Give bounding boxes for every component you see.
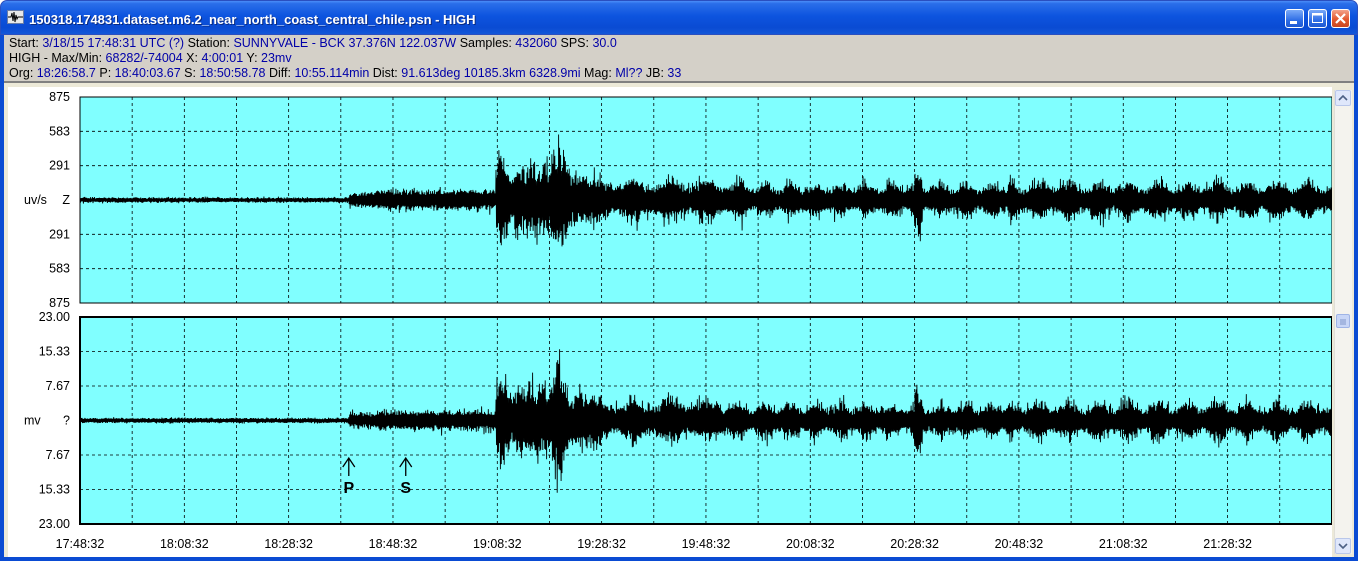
info-key: SPS: [557,36,593,50]
info-value: Ml?? [615,66,643,80]
info-key: P: [95,66,115,80]
info-value: 18:40:03.67 [114,66,181,80]
minimize-button[interactable] [1285,9,1304,28]
info-line-stats: HIGH - Max/Min: 68282/-74004 X: 4:00:01 … [9,51,292,65]
scroll-down-button[interactable] [1335,538,1351,554]
xtick-label: 21:28:32 [1203,537,1252,551]
phase-arrow [342,456,356,476]
phase-arrow [399,456,413,476]
ytick-label: 7.67 [46,379,70,393]
xtick-label: 20:48:32 [995,537,1044,551]
info-value: 10:55.114min [294,66,370,80]
xtick-label: 18:48:32 [369,537,418,551]
info-value: 432060 [515,36,558,50]
unit-label: uv/s [24,193,47,207]
ytick-label: 15.33 [39,345,70,359]
title-bar[interactable]: 150318.174831.dataset.m6.2_near_north_co… [0,0,1358,35]
ytick-label: ? [63,414,70,428]
ytick-label: 583 [49,124,70,138]
info-value: 4:00:01 [201,51,244,65]
window-title: 150318.174831.dataset.m6.2_near_north_co… [29,12,476,27]
ytick-label: 875 [49,90,70,104]
info-key: Org: [9,66,37,80]
info-value: SUNNYVALE - BCK 37.376N 122.037W [233,36,457,50]
panel-velocity: 875 583 291 Z 291 583 875 uv/s [24,90,1333,310]
plot-area: 875 583 291 Z 291 583 875 uv/s 23.00 15.33 7.67? 7.… [8,87,1333,557]
info-value: 91.613deg 10185.3km 6328.9mi [401,66,581,80]
xtick-label: 20:08:32 [786,537,835,551]
info-key: Start: [9,36,43,50]
info-key: Station: [184,36,234,50]
info-key: HIGH - Max/Min: [9,51,106,65]
scroll-thumb[interactable] [1336,314,1350,328]
info-key: Mag: [580,66,616,80]
close-button[interactable] [1331,9,1350,28]
info-value: 18:50:58.78 [199,66,266,80]
info-value: 68282/-74004 [105,51,183,65]
maximize-button[interactable] [1308,9,1327,28]
ytick-label: 15.33 [39,483,70,497]
xtick-label: 18:28:32 [264,537,313,551]
ytick-label: 23.00 [39,517,70,531]
info-key: Diff: [265,66,295,80]
xtick-label: 18:08:32 [160,537,209,551]
xtick-label: 17:48:32 [56,537,105,551]
info-value: 33 [667,66,682,80]
ytick-label: 583 [49,262,70,276]
phase-label: S [400,480,411,497]
info-line-start: Start: 3/18/15 17:48:31 UTC (?) Station:… [9,36,617,50]
info-value: 23mv [261,51,292,65]
ytick-label: 23.00 [39,310,70,324]
ytick-label: 875 [49,296,70,310]
info-value: 30.0 [592,36,617,50]
info-key: S: [180,66,200,80]
info-value: 3/18/15 17:48:31 UTC (?) [42,36,185,50]
panel-voltage: 23.00 15.33 7.67? 7.67 15.33 23.00 mv [24,310,1333,531]
xtick-label: 20:28:32 [890,537,939,551]
info-key: Dist: [369,66,402,80]
xtick-label: 19:48:32 [682,537,731,551]
waveform-trace [79,134,1333,247]
info-panel: Start: 3/18/15 17:48:31 UTC (?) Station:… [4,35,1354,83]
ytick-label: 291 [49,227,70,241]
phase-marker-s: S [399,456,413,497]
phase-label: P [343,480,354,497]
xtick-label: 19:08:32 [473,537,522,551]
info-key: Samples: [456,36,516,50]
ytick-label: Z [62,193,70,207]
vertical-scrollbar[interactable] [1334,90,1352,554]
unit-label: mv [24,414,41,428]
xtick-label: 21:08:32 [1099,537,1148,551]
ytick-label: 7.67 [46,448,70,462]
scroll-up-button[interactable] [1335,90,1351,106]
info-line-event: Org: 18:26:58.7 P: 18:40:03.67 S: 18:50:… [9,66,681,80]
app-icon[interactable] [7,10,24,24]
info-key: JB: [642,66,668,80]
ytick-label: 291 [49,159,70,173]
info-value: 18:26:58.7 [36,66,96,80]
phase-marker-p: P [342,456,356,497]
xtick-label: 19:28:32 [577,537,626,551]
info-key: Y: [243,51,262,65]
seismogram-plot[interactable]: 875 583 291 Z 291 583 875 uv/s 23.00 15.33 7.67? 7.… [8,87,1333,557]
waveform-trace [79,349,1333,493]
info-key: X: [182,51,202,65]
